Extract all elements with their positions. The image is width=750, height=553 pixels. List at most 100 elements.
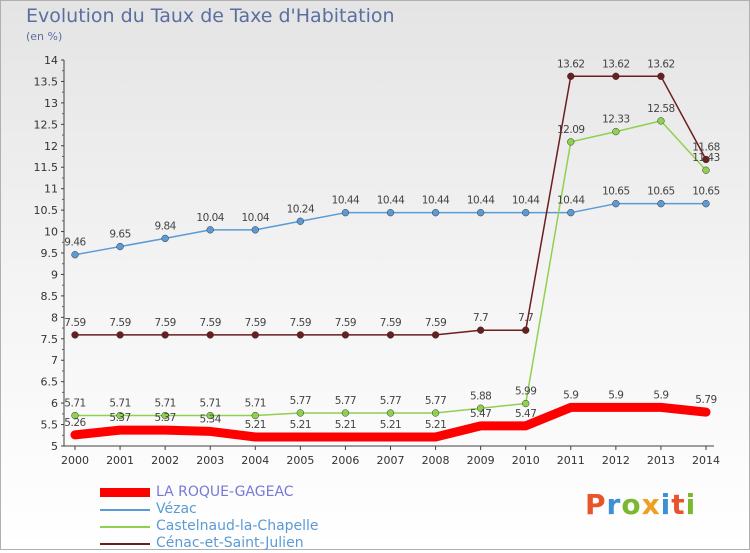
- x-tick-label: 2005: [286, 454, 314, 467]
- data-point: [657, 200, 665, 208]
- y-tick-label: 8.5: [41, 290, 59, 303]
- chart-title: Evolution du Taux de Taxe d'Habitation: [26, 5, 395, 27]
- y-tick-label: 11: [44, 183, 58, 196]
- series-line: [74, 120, 707, 417]
- y-tick-label: 14: [44, 54, 58, 67]
- data-point: [657, 72, 665, 80]
- data-point: [206, 226, 214, 234]
- data-label: 7.59: [64, 317, 85, 329]
- x-tick-label: 2004: [241, 454, 269, 467]
- proxiti-logo: Proxiti: [585, 488, 696, 521]
- legend-label: LA ROQUE-GAGEAC: [156, 484, 294, 500]
- logo-letter: r: [606, 488, 622, 521]
- data-label: 10.44: [332, 195, 360, 207]
- data-point: [567, 138, 575, 146]
- logo-letter: P: [585, 488, 607, 521]
- data-label: 10.44: [422, 195, 450, 207]
- data-point: [206, 411, 214, 420]
- data-point: [702, 155, 710, 164]
- legend-swatch: [100, 526, 150, 528]
- data-point: [206, 331, 214, 339]
- data-point: [386, 409, 395, 417]
- data-label: 5.71: [200, 398, 221, 410]
- x-tick-label: 2012: [602, 454, 630, 467]
- data-label: 10.24: [287, 203, 315, 215]
- data-point: [522, 326, 530, 334]
- y-tick-label: 5.5: [41, 419, 59, 432]
- y-tick-label: 12: [44, 140, 58, 153]
- data-point: [251, 226, 259, 234]
- data-label: 10.04: [242, 212, 270, 224]
- data-point: [431, 209, 440, 217]
- data-point: [657, 117, 665, 125]
- data-label: 5.9: [563, 389, 578, 401]
- data-label: 5.88: [470, 390, 491, 402]
- y-tick-label: 10.5: [34, 204, 59, 217]
- data-point: [161, 331, 169, 339]
- x-tick-label: 2007: [377, 454, 405, 467]
- y-tick-label: 10: [44, 226, 58, 239]
- data-label: 7.59: [290, 317, 311, 329]
- data-label: 12.58: [647, 103, 675, 115]
- y-tick-label: 9.5: [41, 247, 59, 260]
- x-tick-label: 2006: [331, 454, 359, 467]
- data-point: [431, 331, 440, 339]
- data-label: 5.77: [290, 395, 311, 407]
- data-label: 11.43: [692, 152, 720, 164]
- data-label: 5.71: [154, 398, 175, 410]
- data-label: 5.21: [380, 419, 401, 431]
- data-point: [476, 326, 485, 334]
- data-point: [476, 209, 485, 217]
- data-label: 10.65: [692, 186, 720, 198]
- data-point: [386, 331, 395, 339]
- data-point: [296, 217, 305, 225]
- x-tick-label: 2000: [61, 454, 89, 467]
- data-label: 10.44: [512, 195, 540, 207]
- data-point: [431, 409, 440, 417]
- data-point: [522, 399, 530, 408]
- x-tick-label: 2003: [196, 454, 224, 467]
- data-label: 5.71: [109, 398, 130, 410]
- y-tick-label: 6: [51, 397, 58, 410]
- data-label: 7.59: [200, 317, 221, 329]
- x-tick-label: 2002: [151, 454, 179, 467]
- data-label: 10.44: [467, 195, 495, 207]
- data-label: 11.68: [692, 142, 720, 154]
- data-label: 7.59: [425, 317, 446, 329]
- data-point: [341, 331, 350, 339]
- data-label: 12.33: [602, 114, 630, 126]
- data-label: 10.04: [196, 212, 224, 224]
- data-label: 5.21: [335, 419, 356, 431]
- data-label: 5.71: [245, 398, 266, 410]
- data-point: [251, 411, 259, 420]
- data-point: [476, 404, 485, 412]
- data-point: [567, 72, 575, 80]
- data-label: 5.47: [470, 408, 491, 420]
- data-point: [71, 331, 79, 339]
- data-point: [296, 331, 305, 339]
- data-point: [341, 209, 350, 217]
- legend-label: Cénac-et-Saint-Julien: [156, 535, 304, 551]
- data-point: [522, 209, 530, 217]
- logo-letter: o: [621, 488, 642, 521]
- data-label: 5.21: [425, 419, 446, 431]
- x-tick-label: 2014: [692, 454, 720, 467]
- data-label: 5.21: [290, 419, 311, 431]
- data-label: 9.65: [109, 229, 130, 241]
- data-point: [612, 127, 620, 136]
- data-label: 13.62: [647, 58, 675, 70]
- data-label: 5.9: [608, 389, 623, 401]
- data-point: [116, 331, 124, 339]
- data-label: 7.59: [154, 317, 175, 329]
- data-label: 5.9: [653, 389, 668, 401]
- y-tick-label: 6.5: [41, 376, 59, 389]
- y-tick-label: 5: [51, 440, 58, 453]
- data-label: 5.77: [425, 395, 446, 407]
- x-tick-label: 2011: [557, 454, 585, 467]
- data-point: [567, 209, 575, 217]
- data-label: 5.79: [695, 394, 716, 406]
- x-tick-label: 2010: [512, 454, 540, 467]
- data-label: 12.09: [557, 124, 585, 136]
